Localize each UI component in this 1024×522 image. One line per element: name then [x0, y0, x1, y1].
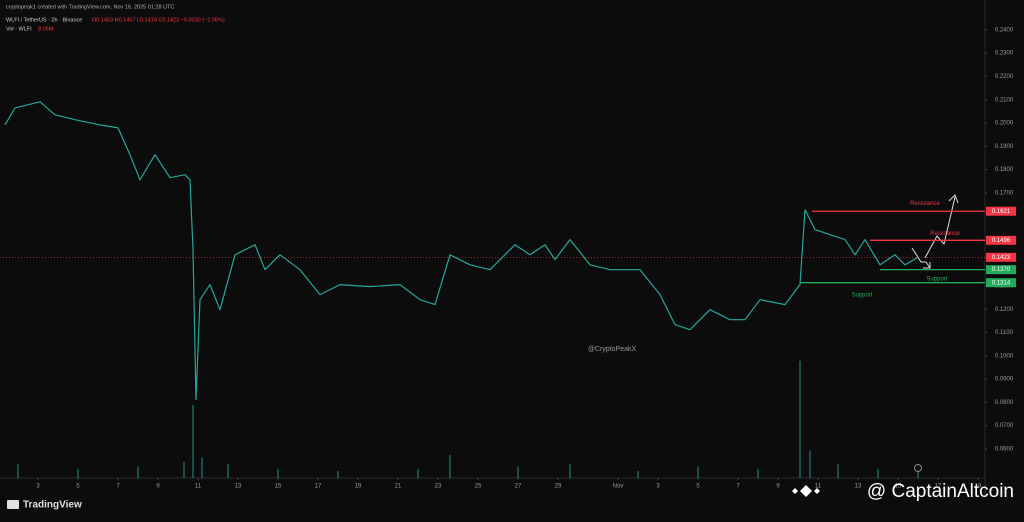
volume-bar — [917, 471, 919, 478]
x-tick-label: 21 — [395, 484, 402, 490]
volume-value: 8.06M — [38, 26, 54, 32]
brand-icon — [792, 485, 820, 497]
x-tick-label: 3 — [36, 484, 40, 490]
logo-icon — [7, 500, 19, 509]
watermark: @CryptoPeakX — [588, 346, 637, 353]
y-tick-label: 0.1900 — [995, 144, 1014, 150]
volume-bar — [757, 468, 759, 478]
volume-bar — [877, 468, 879, 478]
volume-bar — [17, 464, 19, 478]
price-label-box — [986, 265, 1016, 275]
x-tick-label: 15 — [895, 484, 902, 490]
arrow-head — [948, 194, 959, 204]
watermark-credit: @ CaptainAltcoin — [867, 481, 1014, 502]
price-label-box — [986, 252, 1016, 262]
volume-bar — [417, 468, 419, 478]
x-tick-label: 17 — [935, 484, 942, 490]
volume-bar — [449, 455, 451, 478]
volume-bar — [227, 464, 229, 478]
logo: TradingView — [23, 500, 82, 511]
y-tick-label: 0.1200 — [995, 307, 1014, 313]
volume-bar — [809, 450, 811, 478]
x-tick-label: 9 — [156, 484, 160, 490]
arrow-head — [923, 262, 931, 269]
footer — [0, 495, 1024, 517]
volume-bar — [799, 360, 801, 478]
volume-bar — [77, 468, 79, 478]
y-tick-label: 0.1700 — [995, 190, 1014, 196]
price-label-box — [986, 206, 1016, 216]
annotation: Support — [926, 276, 947, 282]
price-label: 0.1314 — [992, 280, 1011, 286]
price-label: 0.1423 — [992, 255, 1011, 261]
symbol: WLFI / TetherUS · 2h · Binance — [6, 17, 82, 23]
x-tick-label: 3 — [656, 484, 660, 490]
volume-bar — [201, 457, 203, 478]
y-tick-label: 0.0600 — [995, 446, 1014, 452]
y-tick-label: 0.2200 — [995, 74, 1014, 80]
price-label: 0.1496 — [992, 238, 1011, 244]
x-tick-label: 19 — [355, 484, 362, 490]
y-tick-label: 0.2100 — [995, 97, 1014, 103]
annotation: Resistance — [910, 201, 940, 207]
price-label-box — [986, 278, 1016, 288]
x-tick-label: 25 — [475, 484, 482, 490]
x-tick-label: 13 — [235, 484, 242, 490]
y-tick-label: 0.1000 — [995, 353, 1014, 359]
y-tick-label: 0.2300 — [995, 51, 1014, 57]
x-tick-label: Nov — [613, 484, 624, 490]
price-label-box — [986, 235, 1016, 245]
price-label: 0.1621 — [992, 209, 1011, 215]
volume-bar — [637, 471, 639, 478]
y-tick-label: 0.1800 — [995, 167, 1014, 173]
credit: cryptopeak1 created with TradingView.com… — [6, 4, 174, 10]
y-tick-label: 0.2400 — [995, 27, 1014, 33]
ohlc: O0.1453 H0.1457 L0.1418 C0.1423 −0.0030 … — [92, 17, 225, 23]
volume-bar — [183, 461, 185, 478]
y-tick-label: 0.1100 — [995, 330, 1014, 336]
price-label: 0.1370 — [992, 267, 1011, 273]
volume-bar — [277, 468, 279, 478]
x-tick-label: 11 — [195, 484, 202, 490]
x-tick-label: 7 — [736, 484, 740, 490]
x-tick-label: 15 — [275, 484, 282, 490]
volume-bar — [337, 471, 339, 478]
volume-label: Vol · WLFI — [6, 26, 32, 32]
price-line — [4, 101, 919, 401]
x-tick-label: 5 — [696, 484, 700, 490]
y-tick-label: 0.2000 — [995, 121, 1014, 127]
volume-bar — [569, 464, 571, 478]
volume-bar — [697, 466, 699, 478]
volume-bar — [517, 466, 519, 478]
x-tick-label: 27 — [515, 484, 522, 490]
volume-bar — [137, 466, 139, 478]
annotation: Resistance — [930, 231, 960, 237]
annotation: Support — [851, 292, 872, 298]
volume-bar — [192, 405, 194, 478]
x-tick-label: 13 — [855, 484, 862, 490]
y-tick-label: 0.0900 — [995, 377, 1014, 383]
y-tick-label: 0.0700 — [995, 423, 1014, 429]
x-tick-label: 17 — [315, 484, 322, 490]
x-tick-label: 11 — [815, 484, 822, 490]
x-tick-label: 7 — [116, 484, 120, 490]
x-tick-label: 5 — [76, 484, 80, 490]
arrow-down — [911, 247, 931, 269]
x-tick-label: 9 — [776, 484, 780, 490]
volume-bar — [837, 464, 839, 478]
x-tick-label: 23 — [435, 484, 442, 490]
y-tick-label: 0.0800 — [995, 400, 1014, 406]
x-tick-label: 29 — [555, 484, 562, 490]
x-tick-label: 19 — [975, 484, 982, 490]
